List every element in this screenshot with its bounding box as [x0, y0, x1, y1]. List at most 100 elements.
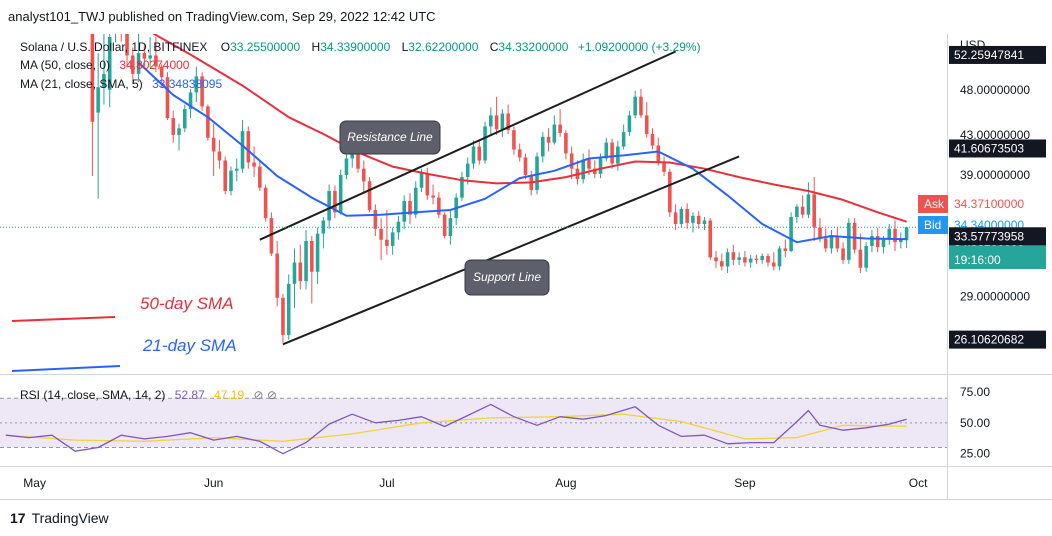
candle-body [442, 214, 447, 237]
candle [177, 123, 181, 151]
candle-body [610, 142, 614, 164]
rsi-band [0, 398, 947, 448]
candle [125, 34, 129, 67]
candle-body [460, 177, 464, 198]
candle [841, 242, 845, 264]
candle [252, 146, 256, 178]
candle [275, 240, 279, 307]
candle-body [702, 220, 707, 225]
main-pane [0, 34, 947, 374]
candle-body [131, 55, 135, 74]
candle [194, 66, 199, 102]
candle [165, 72, 170, 120]
candle [771, 252, 776, 271]
candle-body [154, 55, 158, 67]
candle [211, 123, 216, 176]
candle [102, 34, 106, 105]
candle [494, 96, 499, 135]
candle [766, 253, 770, 267]
candle [142, 43, 147, 68]
candle [795, 204, 799, 223]
legend-rsi-value: 52.87 [175, 388, 205, 402]
candle [477, 139, 482, 165]
rsi-lines [5, 403, 907, 455]
price-tag-max: 52.25947841 [949, 45, 1046, 64]
time-label: May [23, 476, 46, 490]
candle [286, 274, 291, 340]
candle [367, 177, 372, 213]
rsi-axis-ticks: 75.00 50.00 25.00 [960, 385, 990, 461]
candle [500, 109, 505, 137]
candle [148, 36, 152, 68]
candle-body [107, 36, 112, 90]
resistance-callout[interactable]: Resistance Line [339, 120, 441, 155]
candle-body [483, 126, 487, 161]
candle-body [269, 218, 274, 254]
candle [489, 107, 493, 136]
candle-body [564, 133, 568, 154]
candle-body [760, 256, 765, 260]
candle [783, 239, 788, 258]
candle [835, 227, 840, 253]
candle-body [465, 163, 470, 178]
candle-body [673, 212, 678, 225]
candle [812, 177, 816, 241]
candle-body [304, 240, 308, 282]
candle [633, 90, 637, 119]
candle [552, 115, 557, 145]
candle-body [604, 142, 609, 159]
candle [673, 204, 678, 230]
footer-brand[interactable]: 17 TradingView [10, 508, 109, 528]
time-label: Jul [379, 476, 394, 490]
candle-body [650, 133, 655, 146]
price-tag-value: 41.60673503 [954, 141, 1024, 155]
candle-body [881, 239, 886, 248]
sma21-swatch [11, 365, 121, 372]
candle-body [338, 174, 343, 213]
candle-body [96, 87, 100, 113]
candle [691, 212, 695, 233]
support-callout[interactable]: Support Line [464, 259, 550, 296]
legend-low: 32.62200000 [408, 40, 478, 54]
candle [321, 216, 326, 249]
candle-body [344, 158, 349, 175]
candle [517, 143, 522, 162]
footer-brand-text: TradingView [31, 510, 109, 526]
candle-body [315, 233, 320, 272]
candle [875, 227, 880, 253]
candle-body [263, 187, 268, 219]
candle [206, 104, 210, 141]
candle-body [771, 262, 776, 267]
candles [90, 34, 909, 343]
candle-body [569, 153, 574, 169]
candle-body [806, 194, 811, 215]
candle [725, 248, 730, 274]
candle [506, 104, 510, 134]
candle-body [321, 220, 326, 234]
candle-body [148, 55, 152, 59]
candle-body [748, 258, 753, 263]
candle-body [252, 162, 256, 167]
candle [708, 218, 713, 260]
candle-body [408, 200, 412, 215]
legend-rsi-line: RSI (14, close, SMA, 14, 2) 52.87 47.19 … [20, 388, 277, 402]
candle-body [425, 172, 430, 196]
candle-body [835, 236, 840, 249]
candle [373, 204, 378, 237]
candle-body [258, 166, 262, 188]
price-tag-label: Ask [924, 197, 945, 211]
candle [685, 203, 689, 229]
candle-body [165, 77, 170, 119]
candle-body [783, 248, 788, 251]
candle [304, 229, 308, 290]
candle [234, 158, 239, 182]
legend-ma21-label: MA (21, close, SMA, 5) [20, 77, 143, 91]
candle-body [194, 76, 199, 93]
candle [263, 184, 268, 222]
publish-bar: analyst101_TWJ published on TradingView.… [0, 0, 1052, 34]
candle [893, 220, 897, 251]
candle-body [841, 248, 845, 260]
candle-body [691, 215, 695, 223]
legend-ma50-label: MA (50, close, 0) [20, 58, 110, 72]
